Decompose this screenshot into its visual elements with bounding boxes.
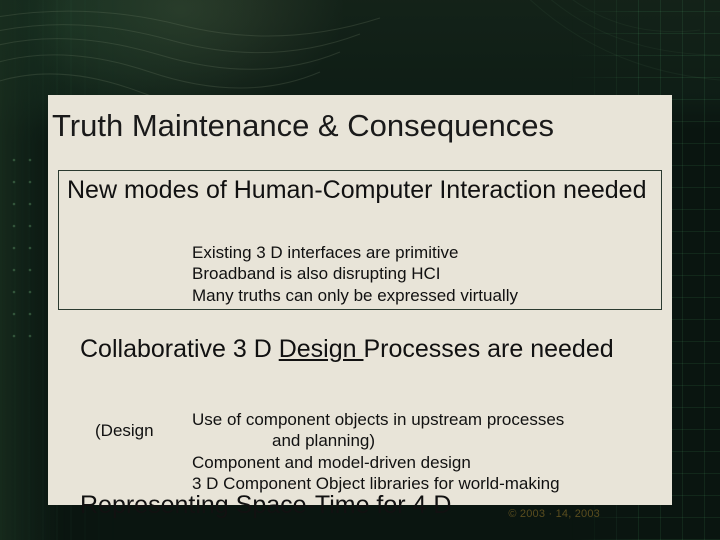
section-1-line-3: Many truths can only be expressed virtua…	[192, 285, 632, 306]
section-2-body: Use of component objects in upstream pro…	[192, 409, 652, 494]
section-1-heading: New modes of Human-Computer Interaction …	[67, 176, 655, 206]
section-2-heading-post: Processes are needed	[363, 335, 613, 363]
footer-stamp: © 2003 · 14, 2003	[508, 508, 600, 520]
section-2-heading-underlined: Design	[279, 335, 364, 363]
section-1-line-2: Broadband is also disrupting HCI	[192, 263, 632, 284]
slide: Truth Maintenance & Consequences New mod…	[0, 0, 720, 540]
section-1-body: Existing 3 D interfaces are primitive Br…	[192, 242, 632, 306]
section-1-line-1: Existing 3 D interfaces are primitive	[192, 242, 632, 263]
section-2-line-1: Use of component objects in upstream pro…	[192, 409, 652, 430]
section-2-line-3: Component and model-driven design	[192, 452, 652, 473]
section-2-line-2: and planning)	[192, 430, 652, 451]
section-2-heading-pre: Collaborative 3 D	[80, 335, 279, 363]
slide-title: Truth Maintenance & Consequences	[52, 108, 668, 144]
section-2-heading: Collaborative 3 D Design Processes are n…	[80, 335, 640, 365]
section-2-aside: (Design	[95, 420, 195, 441]
